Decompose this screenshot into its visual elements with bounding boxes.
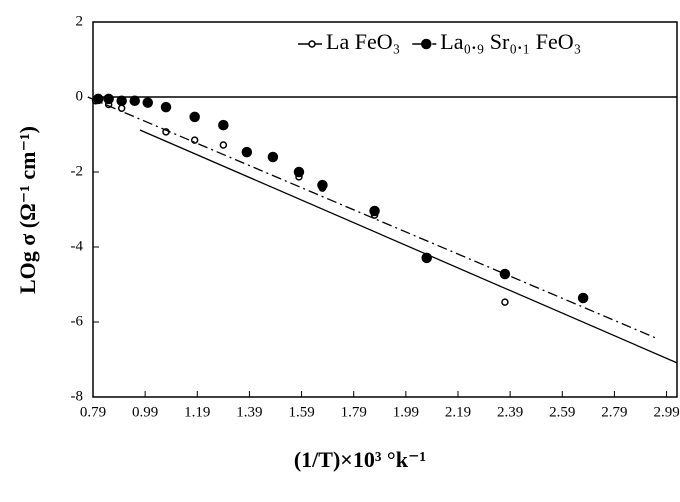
x-tick-label: 1.79 [341, 404, 367, 420]
y-tick-label: -8 [71, 388, 84, 404]
y-tick-label: 0 [76, 88, 84, 104]
data-point [190, 136, 199, 144]
data-point [421, 252, 432, 264]
data-point [129, 95, 140, 106]
data-point [499, 268, 511, 280]
legend-label: La₀.₉ Sr₀.₁ FeO₃ [440, 29, 581, 54]
x-tick-label: 2.19 [445, 404, 471, 420]
data-point [501, 298, 509, 306]
y-tick-label: 2 [76, 13, 84, 29]
data-point [116, 95, 127, 106]
data-point [218, 119, 229, 131]
x-tick-label: 2.59 [549, 404, 575, 420]
data-point [369, 205, 380, 217]
fit-line [87, 96, 657, 339]
data-point [317, 179, 328, 191]
legend-marker [421, 38, 432, 50]
data-point [577, 292, 589, 304]
fit-line [139, 129, 678, 364]
data-point [92, 93, 104, 105]
x-axis-title: (1/T)×10³ °k⁻¹ [294, 447, 426, 472]
data-point [189, 111, 200, 123]
x-tick-label: 0.99 [132, 404, 158, 420]
y-tick-label: -4 [71, 238, 84, 254]
y-axis-title: LOg σ (Ω⁻¹ cm⁻¹) [15, 126, 40, 294]
y-tick-label: -6 [71, 313, 84, 329]
x-tick-label: 1.39 [236, 404, 262, 420]
x-tick-label: 1.99 [393, 404, 419, 420]
data-point [160, 101, 172, 113]
legend-marker [308, 40, 316, 48]
data-point [103, 93, 114, 105]
plot-frame [92, 21, 678, 398]
x-tick-label: 0.79 [80, 404, 106, 420]
y-tick-label: -2 [71, 163, 84, 179]
x-tick-label: 2.79 [601, 404, 627, 420]
x-tick-label: 2.39 [497, 404, 523, 420]
data-point [142, 97, 153, 108]
x-tick-label: 1.19 [184, 404, 210, 420]
data-point [267, 151, 279, 163]
x-tick-label: 2.99 [653, 404, 679, 420]
x-tick-label: 1.59 [288, 404, 314, 420]
data-point [219, 141, 228, 149]
legend-label: La FeO₃ [326, 29, 400, 54]
data-point [241, 146, 253, 158]
data-point [293, 166, 305, 178]
